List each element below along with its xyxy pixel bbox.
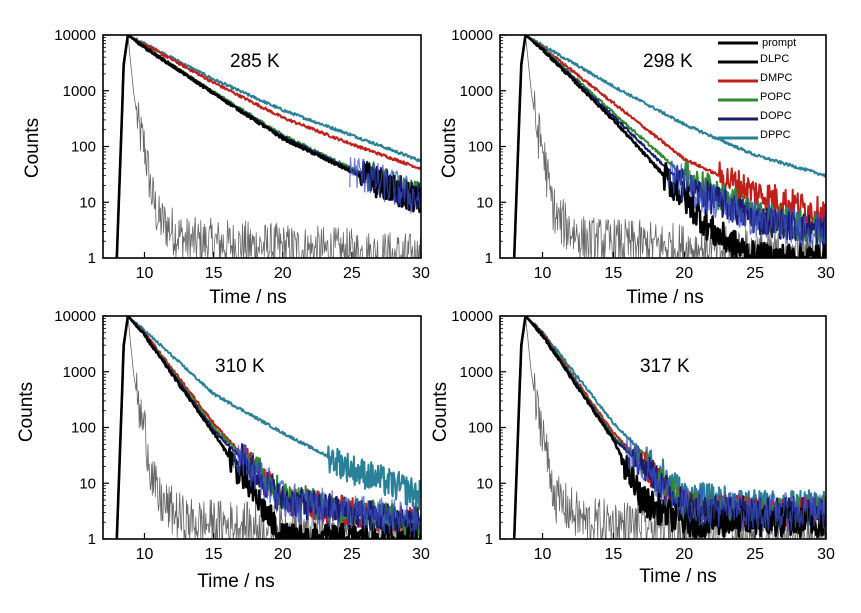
x-tick-label: 25: [746, 546, 764, 563]
x-tick-label: 15: [205, 265, 223, 282]
x-axis-label: Time / ns: [209, 287, 286, 308]
panel-1: 1 10 100 1000 10000 10 15 20 25 30 285 K Time / ns C…: [22, 27, 430, 308]
y-tick-label: 100: [71, 139, 96, 156]
x-tick-label: 15: [604, 265, 622, 282]
y-tick-label: 1: [88, 531, 96, 548]
series-dlpc: [115, 316, 421, 539]
legend-label-dppc: DPPC: [760, 129, 791, 141]
x-axis-label: Time / ns: [197, 571, 274, 592]
y-tick-label: 10: [476, 194, 493, 211]
x-tick-label: 10: [534, 546, 552, 563]
y-tick-label: 1000: [63, 364, 96, 381]
y-tick-label: 1: [88, 250, 96, 267]
series-dppc: [115, 316, 421, 539]
legend-label-dopc: DOPC: [760, 110, 792, 122]
y-axis-label: Counts: [22, 118, 43, 178]
plot-area: [512, 316, 826, 539]
plot-area: [115, 35, 421, 258]
x-tick-label: 20: [274, 265, 292, 282]
series-noise-overlay: [625, 436, 826, 532]
x-tick-label: 20: [675, 265, 693, 282]
series-prompt: [513, 317, 826, 539]
x-tick-label: 30: [412, 265, 430, 282]
y-tick-label: 10000: [54, 27, 96, 44]
y-tick-label: 10000: [451, 27, 493, 44]
panel-title: 310 K: [215, 356, 265, 377]
y-tick-label: 100: [468, 139, 493, 156]
x-tick-label: 30: [412, 546, 430, 563]
y-tick-label: 1000: [63, 83, 96, 100]
plot-area: [512, 35, 826, 258]
x-axis-label: Time / ns: [626, 287, 703, 308]
y-tick-label: 1000: [460, 83, 493, 100]
series-noise-overlay: [232, 444, 421, 539]
y-axis-label: Counts: [430, 382, 451, 442]
x-tick-label: 10: [136, 546, 154, 563]
legend-label-dmpc: DMPC: [760, 72, 792, 84]
series-dlpc: [512, 316, 826, 539]
y-tick-label: 10000: [451, 308, 493, 325]
panel-title: 298 K: [643, 51, 693, 72]
y-tick-label: 100: [468, 420, 493, 437]
x-tick-label: 25: [343, 546, 361, 563]
x-tick-label: 10: [136, 265, 154, 282]
x-tick-label: 25: [343, 265, 361, 282]
x-tick-label: 20: [274, 546, 292, 563]
series-noise-overlay: [667, 160, 826, 249]
panel-2: 1 10 100 1000 10000 10 15 20 25 30 298 K Time / ns C…: [439, 27, 835, 308]
y-tick-label: 1000: [460, 364, 493, 381]
series-prompt: [116, 36, 421, 258]
legend-label-popc: POPC: [760, 91, 791, 103]
panel-title: 317 K: [640, 356, 690, 377]
x-tick-label: 25: [746, 265, 764, 282]
series-noise-overlay: [349, 157, 421, 215]
y-tick-label: 10000: [54, 308, 96, 325]
series-dlpc: [512, 35, 826, 258]
x-tick-label: 30: [817, 265, 835, 282]
series-dmpc: [115, 35, 421, 258]
y-tick-label: 10: [79, 194, 96, 211]
y-tick-label: 1: [485, 250, 493, 267]
x-tick-label: 15: [205, 546, 223, 563]
x-tick-label: 15: [604, 546, 622, 563]
legend-label-dlpc: DLPC: [760, 53, 789, 65]
panel-title: 285 K: [230, 51, 280, 72]
y-tick-label: 100: [71, 420, 96, 437]
x-tick-label: 20: [675, 546, 693, 563]
legend: prompt DLPC DMPC POPC DOPC DPPC: [718, 37, 796, 141]
x-tick-label: 30: [817, 546, 835, 563]
y-tick-label: 10: [476, 475, 493, 492]
series-dmpc: [513, 35, 826, 258]
y-tick-label: 10: [79, 475, 96, 492]
y-axis-label: Counts: [439, 118, 460, 178]
panel-4: 1 10 100 1000 10000 10 15 20 25 30 317 K Time / ns C…: [430, 308, 835, 587]
series-dlpc: [115, 35, 421, 258]
y-tick-label: 1: [485, 531, 493, 548]
y-axis-label: Counts: [16, 382, 37, 442]
plot-area: [115, 316, 421, 539]
panel-3: 1 10 100 1000 10000 10 15 20 25 30 310 K Time / ns C…: [16, 308, 430, 592]
legend-label-prompt: prompt: [762, 37, 796, 49]
x-axis-label: Time / ns: [639, 566, 716, 587]
x-tick-label: 10: [534, 265, 552, 282]
series-dppc: [513, 35, 826, 258]
